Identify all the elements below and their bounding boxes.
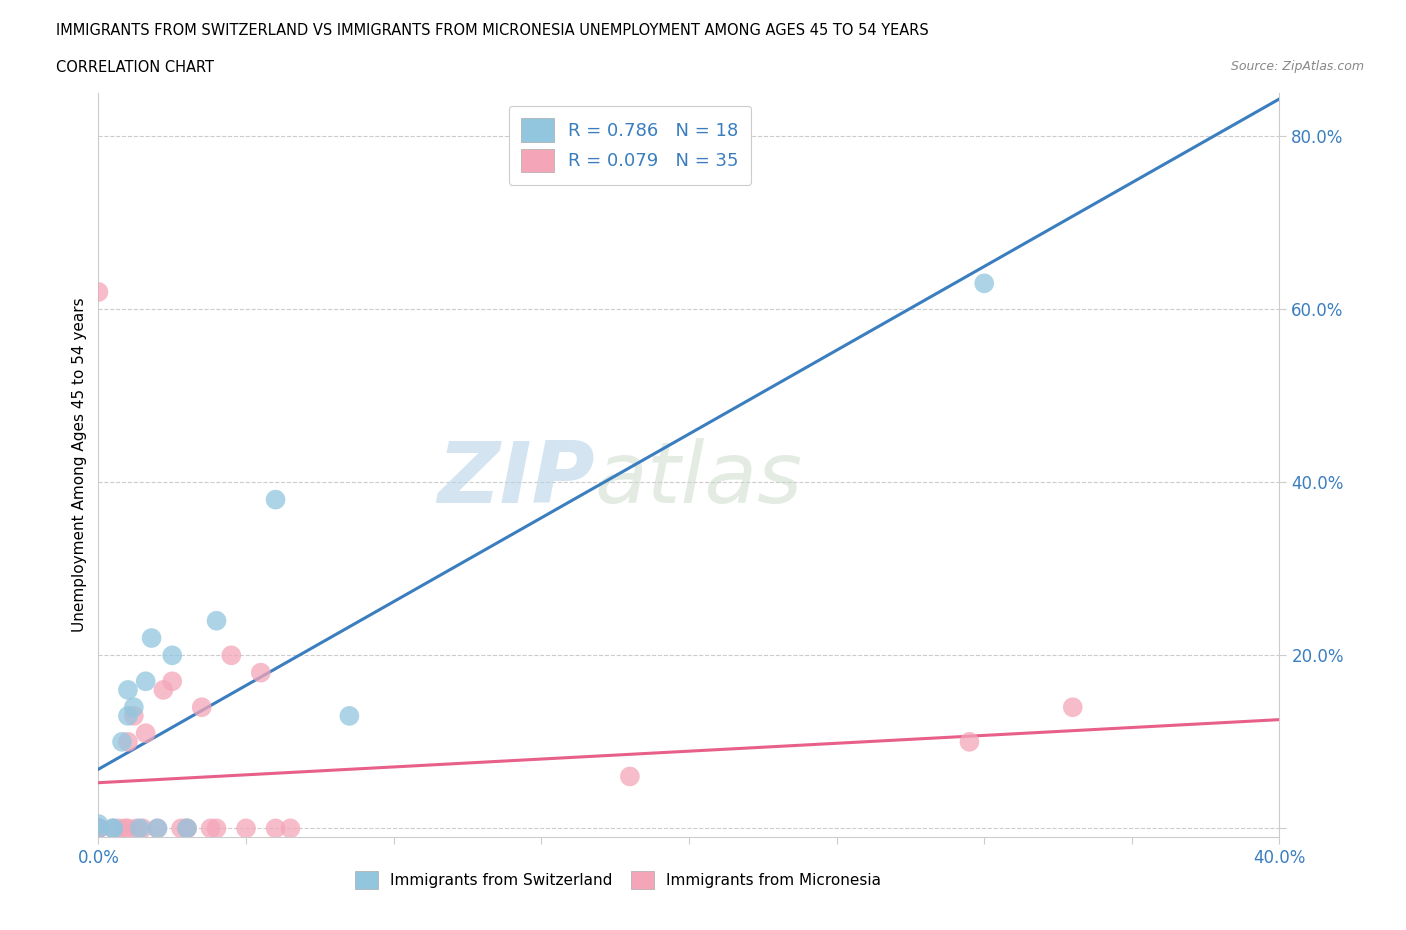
Y-axis label: Unemployment Among Ages 45 to 54 years: Unemployment Among Ages 45 to 54 years xyxy=(72,298,87,632)
Point xyxy=(278,821,302,836)
Point xyxy=(219,648,242,663)
Point xyxy=(619,769,641,784)
Point xyxy=(141,631,163,645)
Point xyxy=(117,735,139,750)
Point xyxy=(264,821,287,836)
Point xyxy=(87,821,110,836)
Point xyxy=(87,821,110,836)
Point xyxy=(152,683,174,698)
Point xyxy=(125,821,148,836)
Point xyxy=(114,821,136,836)
Point xyxy=(122,709,145,724)
Point xyxy=(117,709,139,724)
Point xyxy=(87,821,110,836)
Point xyxy=(117,683,139,698)
Point xyxy=(973,276,995,291)
Point xyxy=(146,821,169,836)
Point xyxy=(111,735,134,750)
Point xyxy=(176,821,198,836)
Point xyxy=(87,821,110,836)
Point xyxy=(1062,699,1084,714)
Point xyxy=(162,674,183,689)
Point xyxy=(235,821,257,836)
Point xyxy=(176,821,198,836)
Point xyxy=(162,648,183,663)
Point xyxy=(87,821,110,836)
Text: atlas: atlas xyxy=(595,438,803,522)
Point xyxy=(205,821,228,836)
Text: Source: ZipAtlas.com: Source: ZipAtlas.com xyxy=(1230,60,1364,73)
Point xyxy=(108,821,131,836)
Point xyxy=(128,821,150,836)
Point xyxy=(959,735,981,750)
Point xyxy=(87,285,110,299)
Point xyxy=(205,613,228,628)
Point xyxy=(337,709,360,724)
Point xyxy=(132,821,155,836)
Point xyxy=(117,821,139,836)
Point xyxy=(135,674,157,689)
Point xyxy=(176,821,198,836)
Point xyxy=(170,821,193,836)
Point xyxy=(87,821,110,836)
Point xyxy=(200,821,222,836)
Point xyxy=(103,821,125,836)
Point xyxy=(87,821,110,836)
Point xyxy=(103,821,125,836)
Point xyxy=(250,665,273,680)
Point xyxy=(87,817,110,831)
Text: CORRELATION CHART: CORRELATION CHART xyxy=(56,60,214,75)
Point xyxy=(122,699,145,714)
Point xyxy=(87,821,110,836)
Text: IMMIGRANTS FROM SWITZERLAND VS IMMIGRANTS FROM MICRONESIA UNEMPLOYMENT AMONG AGE: IMMIGRANTS FROM SWITZERLAND VS IMMIGRANT… xyxy=(56,23,929,38)
Point xyxy=(87,821,110,836)
Point xyxy=(191,699,214,714)
Point xyxy=(103,821,125,836)
Point xyxy=(146,821,169,836)
Text: ZIP: ZIP xyxy=(437,438,595,522)
Legend: Immigrants from Switzerland, Immigrants from Micronesia: Immigrants from Switzerland, Immigrants … xyxy=(347,863,889,897)
Point xyxy=(135,725,157,740)
Point xyxy=(264,492,287,507)
